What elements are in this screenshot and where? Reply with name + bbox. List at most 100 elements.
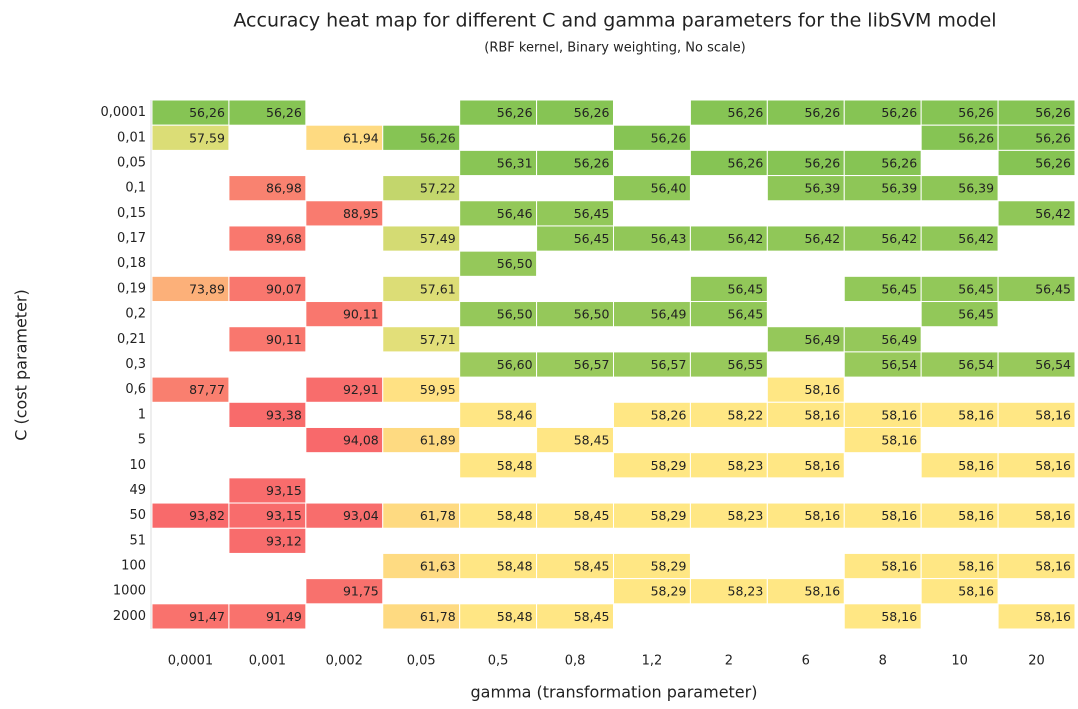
heat-cell (613, 452, 691, 479)
cell-label: 56,42 (804, 231, 840, 246)
cell-label: 58,29 (651, 458, 687, 473)
cell-label: 58,16 (958, 458, 994, 473)
x-tick-label: 8 (879, 654, 887, 669)
heat-cell (459, 552, 538, 580)
cell-label: 58,48 (497, 508, 533, 523)
heat-cell (689, 452, 768, 479)
cell-label: 93,15 (266, 508, 302, 523)
y-tick-label: 0,19 (117, 281, 146, 296)
cell-label: 57,22 (420, 181, 456, 196)
x-tick-label: 0,8 (565, 654, 586, 669)
cell-label: 56,50 (574, 307, 610, 322)
heat-cell (228, 401, 307, 428)
heat-cell (228, 175, 307, 202)
x-axis-label: gamma (transformation parameter) (471, 683, 758, 702)
heat-cell (613, 578, 691, 605)
heat-cell (920, 351, 999, 378)
cell-label: 91,75 (343, 584, 379, 599)
cell-label: 92,91 (343, 382, 379, 397)
heat-cell (997, 351, 1076, 378)
cell-label: 56,49 (804, 332, 840, 347)
heat-cell (305, 502, 384, 529)
heat-cell (382, 426, 461, 454)
cell-label: 58,16 (804, 584, 840, 599)
cell-label: 56,26 (728, 155, 764, 170)
heat-cell (382, 552, 461, 580)
heat-cell (843, 175, 922, 202)
heat-cell (920, 401, 999, 428)
cell-label: 56,26 (1035, 105, 1071, 120)
heat-cell (766, 326, 845, 353)
cell-label: 56,45 (958, 281, 994, 296)
cell-label: 56,26 (189, 105, 225, 120)
heat-cell (151, 124, 230, 151)
cell-label: 58,16 (881, 508, 917, 523)
heat-cell (151, 376, 230, 403)
y-tick-label: 5 (138, 433, 146, 448)
y-tick-label: 0,0001 (101, 105, 147, 120)
cell-label: 56,45 (728, 281, 764, 296)
cell-label: 56,26 (574, 155, 610, 170)
cell-label: 57,59 (189, 130, 225, 145)
cell-label: 93,38 (266, 407, 302, 422)
heat-cell (382, 376, 461, 403)
cell-label: 61,78 (420, 609, 456, 624)
heat-cell (536, 426, 614, 454)
y-tick-label: 0,05 (117, 155, 146, 170)
cell-label: 58,46 (497, 407, 533, 422)
cell-label: 93,04 (343, 508, 379, 523)
cell-label: 93,15 (266, 483, 302, 498)
cell-label: 57,49 (420, 231, 456, 246)
cell-label: 56,49 (651, 307, 687, 322)
heat-cell (997, 149, 1076, 177)
cell-label: 90,11 (343, 307, 379, 322)
cell-label: 61,78 (420, 508, 456, 523)
y-tick-label: 0,21 (117, 332, 146, 347)
heat-cell (997, 552, 1076, 580)
cell-label: 56,26 (804, 155, 840, 170)
cell-label: 56,26 (728, 105, 764, 120)
cell-label: 56,45 (574, 206, 610, 221)
cell-label: 58,45 (574, 433, 610, 448)
heat-cell (766, 149, 845, 177)
heat-cell (613, 225, 691, 252)
cell-label: 56,26 (574, 105, 610, 120)
cell-label: 89,68 (266, 231, 302, 246)
cell-label: 86,98 (266, 181, 302, 196)
y-tick-label: 0,6 (125, 382, 146, 397)
heat-cell (459, 351, 538, 378)
cell-label: 56,40 (651, 181, 687, 196)
heat-cell (613, 351, 691, 378)
heat-cell (305, 200, 384, 227)
x-tick-label: 6 (802, 654, 810, 669)
heat-cell (382, 326, 461, 353)
cell-label: 61,94 (343, 130, 379, 145)
heat-cell (766, 401, 845, 428)
heat-cell (382, 603, 461, 630)
heat-cell (997, 275, 1076, 303)
heat-cell (228, 99, 307, 126)
heat-cell (228, 326, 307, 353)
heat-cell (843, 225, 922, 252)
y-tick-label: 1000 (113, 584, 146, 599)
cell-label: 56,45 (574, 231, 610, 246)
cell-label: 58,16 (1035, 407, 1071, 422)
cell-label: 58,29 (651, 559, 687, 574)
x-tick-label: 0,001 (249, 654, 286, 669)
cell-label: 61,63 (420, 559, 456, 574)
heat-cell (613, 301, 691, 328)
heat-cell (228, 603, 307, 630)
cell-label: 93,12 (266, 533, 302, 548)
cell-label: 56,26 (266, 105, 302, 120)
y-tick-label: 10 (129, 458, 146, 473)
cell-label: 56,26 (651, 130, 687, 145)
cell-label: 58,16 (804, 458, 840, 473)
cell-label: 58,16 (804, 508, 840, 523)
heat-cell (459, 149, 538, 177)
heat-cell (536, 552, 614, 580)
cell-label: 56,26 (420, 130, 456, 145)
cell-label: 58,16 (881, 559, 917, 574)
chart-subtitle: (RBF kernel, Binary weighting, No scale) (484, 41, 745, 56)
cell-label: 56,50 (497, 256, 533, 271)
